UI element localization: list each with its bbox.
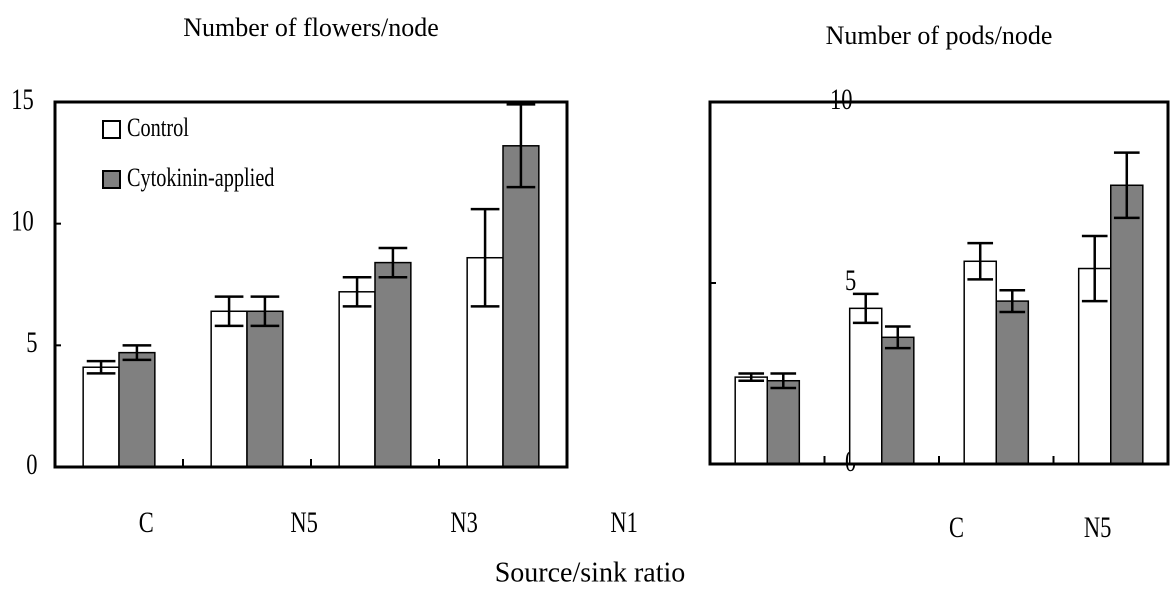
bar bbox=[246, 310, 284, 468]
bar bbox=[502, 145, 540, 468]
error-bar bbox=[342, 275, 372, 308]
error-bar bbox=[470, 207, 500, 308]
bar bbox=[374, 261, 412, 468]
error-bar bbox=[884, 325, 911, 350]
y-tick-label: 5 bbox=[26, 325, 37, 359]
y-tick-label: 15 bbox=[11, 82, 33, 116]
bar bbox=[82, 366, 120, 468]
bar bbox=[881, 336, 915, 465]
error-bar bbox=[122, 344, 152, 362]
chart-title: Number of flowers/node bbox=[183, 13, 439, 42]
bar bbox=[1110, 184, 1144, 465]
bar bbox=[734, 376, 769, 465]
error-bar bbox=[967, 241, 994, 281]
legend-swatch bbox=[102, 170, 121, 189]
x-tick-label: N5 bbox=[1084, 510, 1111, 544]
y-tick-label: 5 bbox=[845, 263, 856, 297]
legend-label: Cytokinin-applied bbox=[127, 164, 275, 193]
bar bbox=[995, 300, 1030, 465]
chart-title: Number of pods/node bbox=[826, 21, 1053, 50]
error-bar bbox=[1081, 234, 1108, 303]
error-bar bbox=[214, 295, 244, 328]
y-tick-label: 10 bbox=[11, 203, 33, 237]
error-bar bbox=[738, 372, 765, 382]
x-axis-label: Source/sink ratio bbox=[495, 557, 686, 588]
plot-frame bbox=[53, 100, 569, 469]
plot-frame bbox=[708, 100, 1170, 466]
error-bar bbox=[770, 372, 797, 390]
x-tick-label: C bbox=[949, 510, 964, 544]
legend-swatch bbox=[102, 120, 121, 139]
error-bar bbox=[86, 359, 116, 375]
x-tick-label: C bbox=[139, 505, 154, 539]
error-bar bbox=[999, 288, 1026, 314]
y-tick-label: 0 bbox=[26, 447, 37, 481]
error-bar bbox=[250, 295, 280, 328]
error-bar bbox=[506, 103, 536, 189]
x-tick-label: N1 bbox=[610, 505, 637, 539]
bar bbox=[848, 307, 883, 465]
bar bbox=[118, 351, 156, 468]
y-tick-label: 10 bbox=[830, 82, 852, 116]
error-bar bbox=[852, 292, 879, 325]
error-bar bbox=[1113, 151, 1140, 220]
bar bbox=[766, 379, 801, 465]
bar bbox=[338, 291, 376, 468]
legend-label: Control bbox=[127, 114, 189, 143]
bar bbox=[210, 310, 248, 468]
x-tick-label: N3 bbox=[450, 505, 477, 539]
x-tick-label: N5 bbox=[290, 505, 317, 539]
error-bar bbox=[378, 246, 408, 279]
bar bbox=[963, 260, 998, 465]
